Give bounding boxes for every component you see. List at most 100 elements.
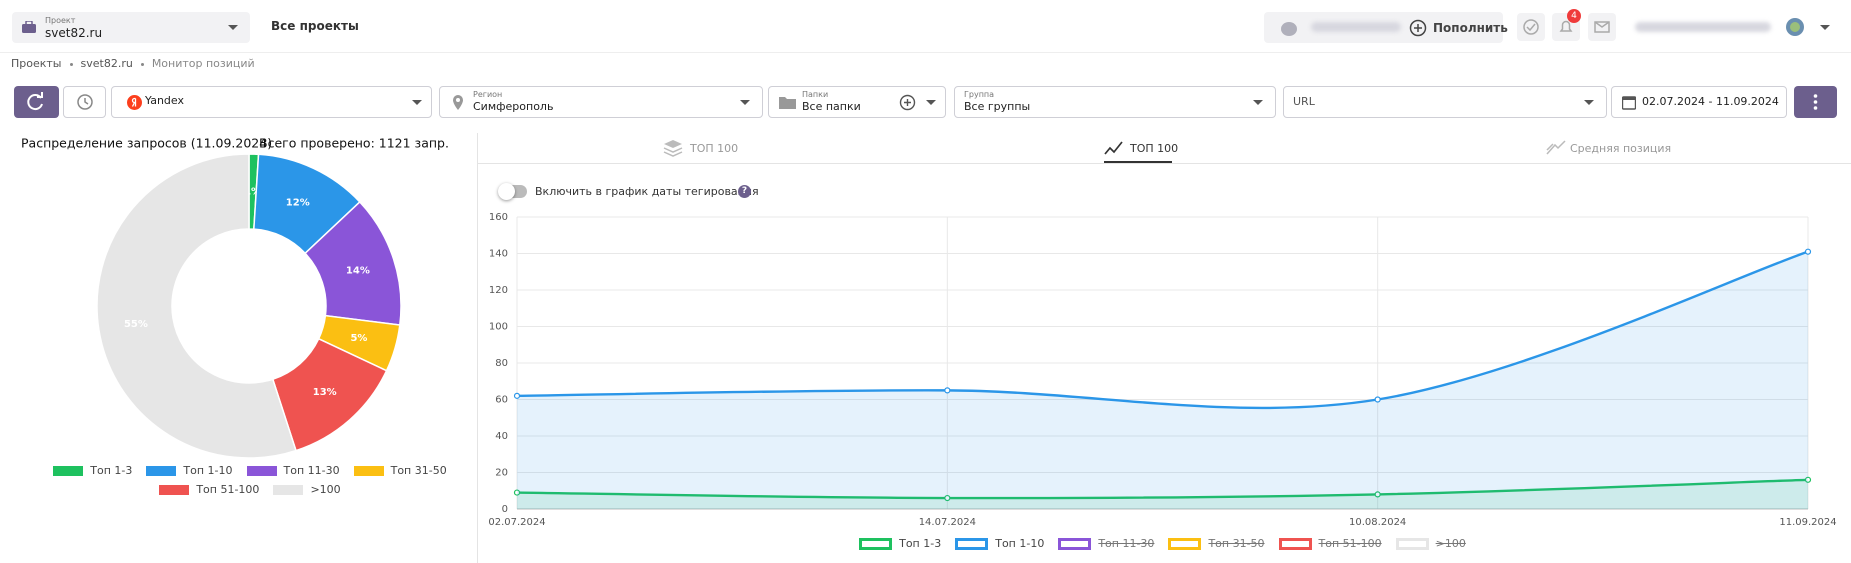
legend-label: >100 [1435,537,1466,550]
legend-swatch [859,537,893,550]
legend-item[interactable]: Топ 1-3 [859,537,941,550]
piggy-icon [1281,22,1297,36]
check-icon [1523,19,1539,35]
legend-label: Топ 1-3 [899,537,942,550]
messages-button[interactable] [1588,13,1616,41]
y-tick-label: 60 [495,395,508,406]
clock-icon [77,94,93,110]
legend-swatch [1168,537,1202,550]
engine-value: Yandex [145,94,184,107]
bell-icon [1559,20,1573,32]
breadcrumbs: Проекты svet82.ru Монитор позиций [11,57,255,70]
legend-item: Топ 1-10 [146,464,233,477]
series-line [516,250,1809,410]
toggle[interactable] [498,183,527,200]
tab-bar-border [478,163,1851,164]
panel-divider [477,133,478,563]
y-tick-label: 120 [489,285,508,296]
data-point [1804,476,1812,483]
caret [228,25,238,30]
legend-label: Топ 51-100 [196,483,260,496]
line-legend: Топ 1-3 Топ 1-10 Топ 11-30 Топ 31-50 Топ 51-… [517,537,1808,550]
separator [69,62,73,66]
legend-swatch [53,465,84,476]
tasks-button[interactable] [1517,13,1545,41]
breadcrumb[interactable]: svet82.ru [80,57,133,70]
breadcrumb[interactable]: Проекты [11,57,62,70]
y-tick-label: 100 [489,322,508,333]
caret [1253,100,1263,105]
chart-line-icon [1104,141,1123,155]
legend-item[interactable]: Топ 11-30 [1058,537,1154,550]
avatar[interactable] [1785,17,1805,37]
history-button[interactable] [63,86,106,118]
help-icon[interactable]: ? [738,185,751,198]
toggle-label: Включить в график даты тегирования [535,185,759,198]
engine-select[interactable]: Yandex [111,86,432,118]
legend-label: Топ 11-30 [1098,537,1155,550]
y-tick-label: 20 [495,468,508,479]
region-value: Симферополь [473,100,554,113]
refresh-button[interactable] [14,86,59,118]
slice-label: 14% [346,266,370,277]
mail-icon [1594,21,1610,33]
legend-item: Топ 11-30 [246,464,340,477]
folders-select[interactable]: Папки Все папки [768,86,946,118]
add-folder-icon[interactable] [899,94,916,111]
more-button[interactable] [1794,86,1837,118]
top-up-button[interactable]: Пополнить [1433,21,1508,35]
tab[interactable]: Средняя позиция [1570,142,1672,155]
folder-icon [779,97,796,109]
donut-slice [96,153,297,459]
toggle-knob [498,183,515,200]
avg-icon [1546,140,1566,155]
data-point [944,387,951,394]
y-tick-label: 40 [495,431,508,442]
legend-label: Топ 51-100 [1318,537,1382,550]
legend-swatch [353,465,384,476]
region-select[interactable]: Регион Симферополь [439,86,763,118]
legend-item[interactable]: Топ 1-10 [955,537,1044,550]
slice-label: 12% [286,197,310,208]
layers-icon [663,140,683,157]
donut-chart: Распределение запросов (11.09.2024) Всег… [21,136,449,459]
legend-swatch [159,484,190,495]
header-bar [0,0,1851,53]
legend-label: Топ 1-3 [90,464,133,477]
chart-title: Распределение запросов (11.09.2024) [21,136,272,151]
legend-item: Топ 1-3 [53,464,132,477]
data-point [944,494,951,502]
date-range[interactable]: 02.07.2024 - 11.09.2024 [1611,86,1787,118]
legend-swatch [955,537,989,550]
y-tick-label: 140 [489,249,508,260]
legend-item[interactable]: Топ 31-50 [1168,537,1265,550]
series-line [516,478,1809,500]
legend-swatch [1058,537,1092,550]
slice-label: 5% [350,333,367,344]
legend-item[interactable]: >100 [1395,537,1466,550]
tab[interactable]: ТОП 100 [690,142,739,155]
blurred-balance [1311,22,1401,32]
dots-icon [1813,94,1818,110]
user-caret[interactable] [1820,25,1830,30]
url-select[interactable]: URL [1283,86,1607,118]
project-select[interactable]: Проект svet82.ru [12,12,250,43]
folders-value: Все папки [802,100,861,113]
legend-item: Топ 51-100 [159,483,259,496]
slice-label: 55% [124,319,148,330]
tab-active[interactable]: ТОП 100 [1130,142,1179,155]
legend-label: Топ 31-50 [1208,537,1265,550]
all-projects-link[interactable]: Все проекты [271,19,359,33]
breadcrumb: Монитор позиций [151,57,255,70]
url-placeholder: URL [1293,95,1315,108]
data-point [1374,491,1381,498]
plus-icon [1409,19,1427,37]
legend-label: Топ 1-10 [183,464,233,477]
legend-item[interactable]: Топ 51-100 [1278,537,1382,550]
legend-swatch [273,484,304,495]
caret [740,100,750,105]
refresh-icon [27,92,43,111]
legend-swatch [246,465,277,476]
group-select[interactable]: Группа Все группы [954,86,1276,118]
folders-label: Папки [802,90,829,99]
